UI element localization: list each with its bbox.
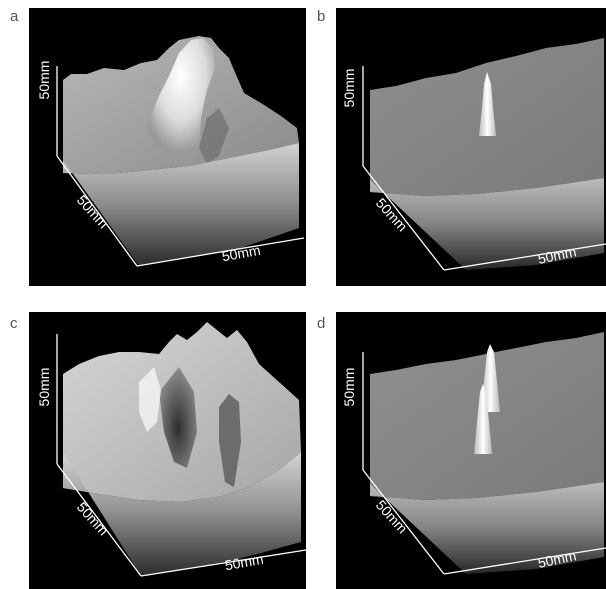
panel-letter-c: c [10, 315, 18, 332]
width-label-d: 50mm [536, 547, 577, 571]
width-label-c: 50mm [224, 551, 265, 574]
depth-axis-c [56, 463, 142, 577]
axes-d [362, 352, 606, 575]
axes-b [362, 66, 606, 271]
height-label-c: 50mm [36, 368, 52, 407]
axes-a [56, 66, 305, 267]
height-label-a: 50mm [36, 61, 52, 100]
height-label-d: 50mm [341, 368, 357, 407]
depth-axis-b [362, 165, 445, 271]
panel-letter-b: b [317, 8, 326, 25]
depth-axis-a [56, 155, 138, 267]
width-axis-a [136, 237, 305, 267]
height-label-b: 50mm [341, 69, 357, 108]
surface-c [63, 322, 301, 576]
width-label-a: 50mm [221, 242, 262, 265]
panel-letter-d: d [317, 315, 326, 332]
surface-plot-d-graphic: 50mm 50mm 50mm [341, 332, 606, 575]
surface-plot-a: 50mm 50mm 50mm [29, 8, 306, 286]
width-label-b: 50mm [536, 243, 577, 267]
surface-plot-c: 50mm 50mm 50mm [29, 312, 306, 589]
width-axis-c [140, 549, 306, 577]
panel-letter-a: a [10, 8, 19, 25]
surface-plot-c-graphic: 50mm 50mm 50mm [36, 322, 306, 577]
surface-a [63, 36, 299, 266]
surface-b [370, 38, 604, 270]
width-axis-d [443, 547, 606, 575]
surface-d [370, 332, 604, 574]
depth-axis-d [362, 469, 445, 575]
surface-plot-b: 50mm 50mm 50mm [336, 8, 606, 286]
width-axis-b [443, 243, 606, 271]
surface-plot-a-graphic: 50mm 50mm 50mm [36, 36, 305, 267]
axes-c [56, 334, 306, 577]
surface-plot-b-graphic: 50mm 50mm 50mm [341, 38, 606, 271]
surface-plot-d: 50mm 50mm 50mm [336, 312, 606, 589]
